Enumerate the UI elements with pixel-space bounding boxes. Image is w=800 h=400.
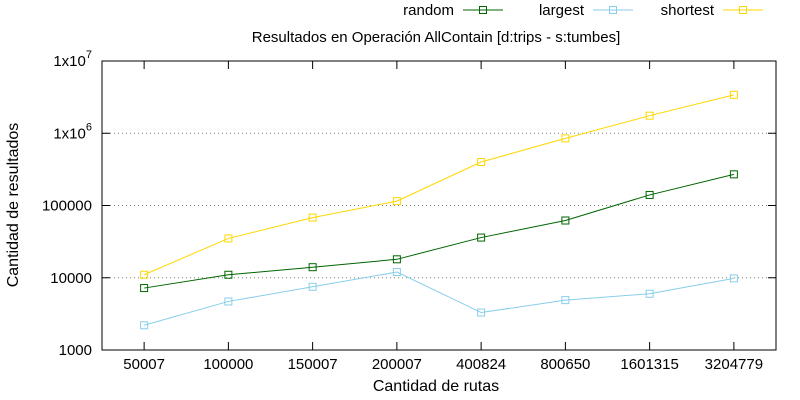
data-point [477,233,486,242]
x-tick-label: 1601315 [620,356,678,373]
data-point [308,263,317,272]
data-point [645,111,654,120]
data-point [392,197,401,206]
y-axis: 1000 10000 100000 1x106 1x107 [42,49,776,359]
data-point [645,190,654,199]
x-tick-label: 3204779 [705,356,763,373]
legend-label: random [403,2,454,19]
data-point [477,158,486,167]
legend-label: shortest [661,2,715,19]
series-line [144,173,734,289]
y-axis-label: Cantidad de resultados [5,123,22,288]
data-point [224,234,233,243]
series-largest [140,268,738,330]
legend-item-random: random [403,2,503,19]
series-line [143,94,734,276]
x-axis-label: Cantidad de rutas [373,378,499,395]
data-point [392,268,401,277]
x-tick-label: 800650 [540,356,590,373]
data-point [477,308,486,317]
grid [102,132,776,279]
data-point [561,134,570,143]
data-point [392,255,401,264]
legend-label: largest [539,2,585,19]
y-tick-label: 1000 [59,342,92,359]
legend-marker [739,6,747,14]
series-shortest [140,90,738,279]
data-point [561,296,570,305]
y-tick-label: 1x106 [53,121,92,142]
data-point [561,216,570,225]
chart-title: Resultados en Operación AllContain [d:tr… [252,29,621,46]
data-point [224,270,233,279]
data-point [729,170,738,179]
data-point [224,297,233,306]
y-tick-label: 10000 [50,270,92,287]
data-point [140,321,149,330]
data-point [140,270,149,279]
legend: random largest shortest [403,2,763,19]
x-tick-label: 50007 [123,356,165,373]
legend-marker [609,6,617,14]
data-point [308,213,317,222]
data-point [729,90,738,99]
series-layer [140,90,738,330]
x-tick-label: 100000 [203,356,253,373]
x-axis: 50007 100000 150007 200007 400824 800650 16013… [123,61,763,373]
x-tick-label: 200007 [372,356,422,373]
x-tick-label: 400824 [456,356,506,373]
legend-item-largest: largest [539,2,633,19]
data-point [140,284,149,293]
data-point [645,289,654,298]
y-tick-label: 1x107 [53,49,92,70]
series-random [140,170,738,293]
data-point [729,274,738,283]
legend-marker [479,6,487,14]
series-line [143,271,734,326]
legend-item-shortest: shortest [661,2,763,19]
y-tick-label: 100000 [42,198,92,215]
x-tick-label: 150007 [288,356,338,373]
data-point [308,282,317,291]
